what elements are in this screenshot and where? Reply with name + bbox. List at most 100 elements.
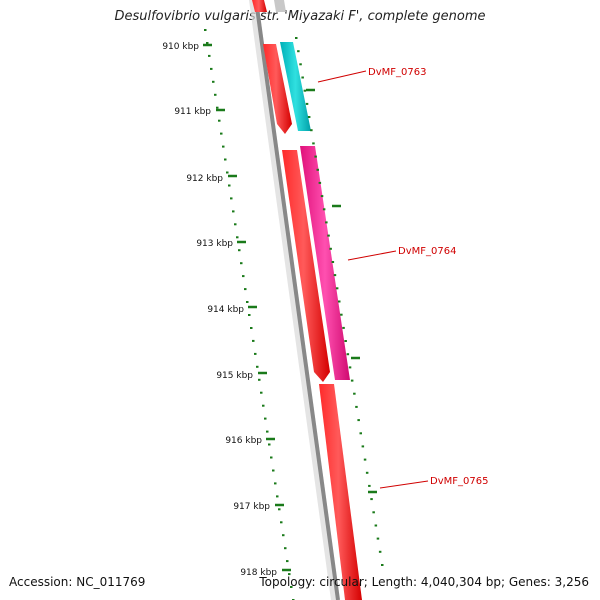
scale-dot — [316, 168, 319, 171]
leader-line-dvmf-0765 — [379, 480, 429, 489]
scale-dot — [348, 366, 352, 369]
scale-dot — [212, 80, 215, 83]
scale-dot — [340, 313, 343, 316]
scale-dot — [204, 29, 207, 31]
genome-stats-text: Topology: circular; Length: 4,040,304 bp… — [259, 575, 589, 589]
scale-dot — [372, 511, 375, 514]
scale-dot — [250, 327, 253, 329]
scale-dot — [282, 534, 285, 537]
scale-dot — [359, 432, 362, 435]
scale-dot — [278, 508, 281, 511]
scale-dot — [234, 223, 237, 226]
scale-dot — [363, 458, 367, 461]
scale-dot — [238, 249, 241, 252]
scale-dot — [260, 391, 263, 394]
kbp-label: 912 kbp — [186, 174, 223, 184]
scale-dot — [310, 129, 313, 132]
leader-line-dvmf-0764 — [347, 250, 397, 261]
scale-dot — [333, 274, 337, 277]
scale-dot — [327, 234, 330, 237]
gene-label-dvmf-0763[interactable]: DvMF_0763 — [368, 67, 426, 78]
scale-dot — [208, 54, 211, 57]
scale-dot — [224, 158, 227, 161]
scale-dot — [272, 469, 275, 472]
scale-dots-outer — [295, 37, 384, 566]
scale-dot — [222, 145, 225, 148]
scale-dot — [290, 586, 293, 588]
kbp-label: 918 kbp — [240, 568, 277, 578]
scale-dot — [216, 106, 219, 109]
scale-dot — [246, 301, 249, 303]
scale-dot — [314, 155, 317, 158]
scale-dot — [228, 184, 231, 187]
scale-dot — [331, 261, 335, 263]
scale-dot — [214, 93, 217, 96]
scale-dots-inner — [204, 29, 295, 600]
scale-dot — [280, 521, 283, 524]
scale-dot — [295, 37, 298, 39]
cds-feature-dvmf-0765[interactable] — [319, 384, 362, 600]
scale-dot — [288, 573, 291, 576]
scale-dot — [376, 537, 380, 540]
kbp-ticks: 910 kbp 911 kbp 912 kbp 913 kbp 914 kbp … — [162, 42, 291, 578]
scale-dot — [353, 392, 356, 395]
scale-dot — [312, 142, 315, 145]
scale-dot — [276, 495, 279, 498]
scale-dot — [305, 102, 309, 105]
scale-dot — [329, 247, 332, 250]
kbp-label: 917 kbp — [233, 502, 270, 512]
scale-dot — [374, 524, 378, 527]
kbp-label: 915 kbp — [216, 371, 253, 381]
scale-dot — [370, 498, 373, 501]
scale-dot — [357, 419, 360, 422]
scale-dot — [254, 352, 257, 355]
scale-dot — [355, 405, 358, 408]
scale-dot — [303, 89, 307, 92]
scale-dot — [338, 300, 341, 303]
scale-dot — [252, 339, 255, 342]
gene-feature-dvmf-0764[interactable] — [300, 146, 350, 380]
accession-text: Accession: NC_011769 — [9, 575, 146, 589]
scale-dot — [284, 547, 287, 550]
scale-dot — [318, 181, 322, 184]
kbp-label: 916 kbp — [225, 436, 262, 446]
scale-dot — [378, 550, 382, 553]
scale-dot — [256, 365, 259, 368]
gene-feature-dvmf-0763[interactable] — [280, 42, 311, 131]
scale-dot — [244, 288, 247, 291]
scale-dot — [344, 340, 347, 342]
scale-dot — [286, 560, 289, 563]
scale-dot — [361, 445, 365, 448]
kbp-label: 913 kbp — [196, 239, 233, 249]
scale-dot — [242, 275, 245, 278]
scale-dot — [236, 236, 239, 239]
scale-dot — [232, 210, 235, 213]
scale-dot — [210, 67, 213, 70]
scale-dot — [270, 456, 273, 459]
scale-dot — [368, 484, 371, 487]
outer-major-ticks — [306, 88, 377, 494]
cds-feature-dvmf-0763[interactable] — [263, 44, 292, 134]
scale-dot — [325, 221, 328, 224]
scale-dot — [274, 482, 277, 485]
scale-dot — [240, 262, 243, 265]
gene-label-dvmf-0765[interactable]: DvMF_0765 — [430, 476, 488, 487]
kbp-label: 914 kbp — [207, 305, 244, 315]
scale-dot — [226, 171, 229, 174]
scale-dot — [307, 116, 311, 118]
scale-dot — [248, 314, 251, 316]
kbp-label: 911 kbp — [174, 107, 211, 117]
gene-label-dvmf-0764[interactable]: DvMF_0764 — [398, 246, 456, 257]
map-title: Desulfovibrio vulgaris str. 'Miyazaki F'… — [114, 9, 486, 24]
scale-dot — [262, 404, 265, 407]
scale-dot — [381, 564, 384, 566]
scale-dot — [346, 353, 350, 356]
cds-feature-dvmf-0764[interactable] — [282, 150, 330, 382]
cds-feature[interactable] — [252, 0, 267, 12]
feature-segment-top — [274, 0, 286, 12]
scale-dot — [266, 430, 269, 433]
scale-dot — [297, 50, 300, 53]
scale-dot — [299, 63, 302, 66]
scale-dot — [342, 326, 345, 329]
